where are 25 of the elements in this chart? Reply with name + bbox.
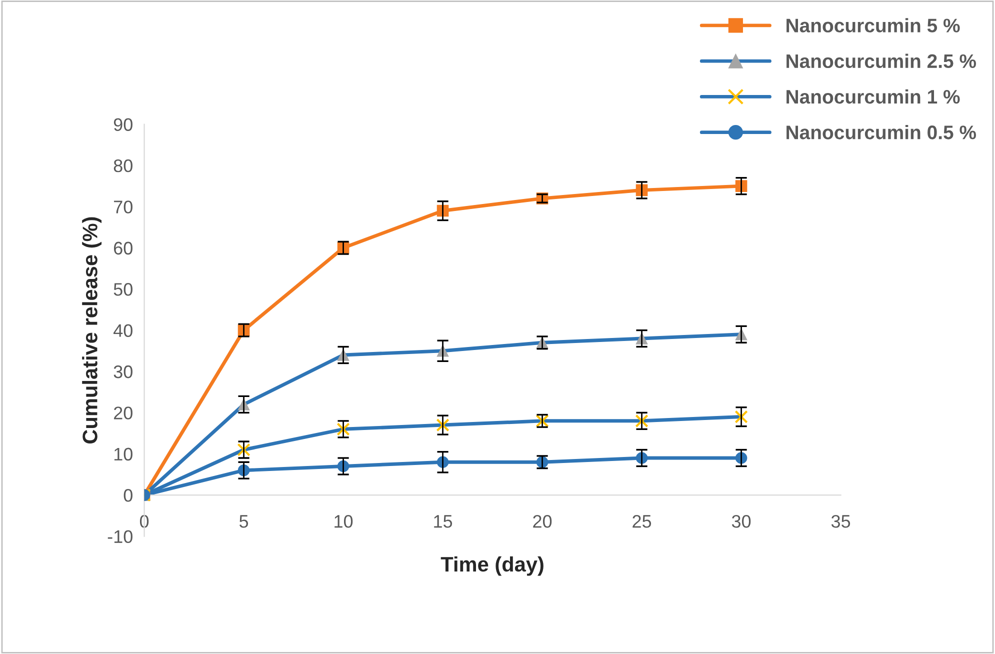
x-tick-label: 20	[533, 515, 552, 528]
x-tick-label: 10	[334, 515, 353, 528]
x-tick-label: 0	[140, 515, 149, 528]
y-tick-label: 40	[113, 324, 132, 337]
y-axis-title: Cumulative release (%)	[82, 217, 102, 444]
x-axis-title: Time (day)	[440, 556, 544, 576]
x-tick-label: 30	[732, 515, 751, 528]
y-tick-label: 0	[124, 489, 132, 502]
x-tick-label: 25	[632, 515, 652, 528]
x-tick-label: 15	[434, 515, 452, 528]
legend-label: Nanocurcumin 0.5 %	[786, 125, 976, 140]
y-tick-label: 80	[114, 159, 132, 172]
y-tick-label: 60	[114, 242, 132, 255]
legend-label: Nanocurcumin 1 %	[786, 89, 960, 104]
y-tick-label: 70	[114, 200, 132, 214]
y-tick-label: 50	[114, 283, 132, 296]
legend-label: Nanocurcumin 5 %	[786, 18, 960, 32]
x-tick-label: 35	[831, 515, 850, 528]
legend-label: Nanocurcumin 2.5 %	[786, 54, 976, 68]
y-tick-label: 90	[114, 118, 132, 131]
y-tick-label: 30	[114, 365, 132, 378]
y-tick-label: -10	[108, 530, 132, 543]
y-tick-label: 10	[114, 448, 132, 461]
x-tick-label: 5	[239, 515, 248, 528]
y-tick-label: 20	[114, 406, 132, 420]
